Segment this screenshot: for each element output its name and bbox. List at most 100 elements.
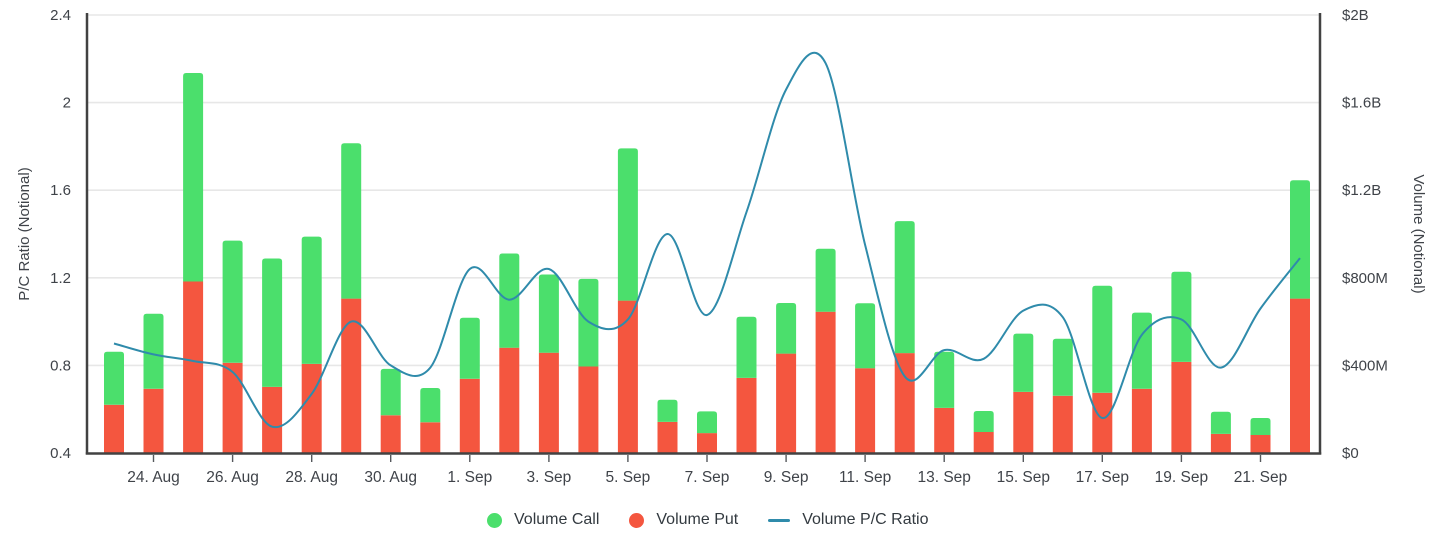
right-axis-tick-label: $0 <box>1342 445 1359 462</box>
legend-label-volume-put: Volume Put <box>656 511 739 528</box>
volume-put-bar[interactable] <box>1250 435 1271 453</box>
volume-put-bar[interactable] <box>143 388 164 453</box>
volume-call-bar[interactable] <box>538 274 559 353</box>
x-axis-tick-label: 11. Sep <box>839 469 891 486</box>
volume-put-bar[interactable] <box>222 362 243 453</box>
x-axis-tick-label: 13. Sep <box>917 469 970 486</box>
right-axis-tick-label: $800M <box>1342 270 1388 287</box>
volume-put-bar[interactable] <box>776 353 797 453</box>
volume-call-swatch-icon <box>487 512 502 528</box>
right-axis-tick-label: $1.6B <box>1342 95 1381 112</box>
volume-put-bar[interactable] <box>894 353 915 453</box>
right-axis-title: Volume (Notional) <box>1410 174 1427 293</box>
legend-item-volume-put[interactable]: Volume Put <box>629 511 738 529</box>
volume-call-bar[interactable] <box>934 351 955 408</box>
x-axis-tick-label: 30. Aug <box>364 469 417 486</box>
volume-put-swatch-icon <box>629 512 645 528</box>
left-axis-tick-label: 2.4 <box>50 7 71 24</box>
volume-call-bar[interactable] <box>657 399 678 422</box>
volume-put-bar[interactable] <box>183 281 204 454</box>
volume-put-bar[interactable] <box>1210 433 1231 453</box>
volume-call-bar[interactable] <box>617 148 638 301</box>
x-axis-tick-label: 21. Sep <box>1234 469 1287 486</box>
volume-put-bar[interactable] <box>380 415 401 453</box>
volume-call-bar[interactable] <box>1171 271 1192 362</box>
chart-legend: Volume Call Volume Put Volume P/C Ratio <box>487 511 928 529</box>
volume-put-bar[interactable] <box>1171 361 1192 453</box>
x-axis-tick-label: 5. Sep <box>605 469 650 486</box>
volume-put-bar[interactable] <box>736 377 757 453</box>
volume-call-bar[interactable] <box>855 303 876 369</box>
volume-put-bar[interactable] <box>934 407 955 453</box>
volume-call-bar[interactable] <box>380 368 401 416</box>
volume-put-bar[interactable] <box>104 404 124 453</box>
volume-call-bar[interactable] <box>697 411 717 434</box>
volume-call-bar[interactable] <box>894 221 915 354</box>
x-axis-tick-label: 17. Sep <box>1076 469 1129 486</box>
volume-put-bar[interactable] <box>1131 388 1152 453</box>
left-axis-tick-label: 0.8 <box>50 357 71 374</box>
volume-call-bar[interactable] <box>1290 180 1310 299</box>
left-axis-tick-label: 1.2 <box>50 270 71 287</box>
volume-call-bar[interactable] <box>1131 312 1152 389</box>
right-axis-tick-label: $1.2B <box>1342 182 1381 199</box>
legend-item-volume-call[interactable]: Volume Call <box>487 511 599 529</box>
volume-put-bar[interactable] <box>617 300 638 453</box>
volume-call-bar[interactable] <box>301 236 322 364</box>
x-axis-tick-label: 19. Sep <box>1155 469 1208 486</box>
volume-put-bar[interactable] <box>1052 395 1073 453</box>
volume-put-bar[interactable] <box>1013 391 1034 453</box>
volume-put-bar[interactable] <box>1290 298 1310 453</box>
volume-call-bar[interactable] <box>183 73 204 282</box>
volume-put-bar[interactable] <box>301 363 322 453</box>
x-axis-tick-label: 9. Sep <box>764 469 809 486</box>
volume-put-bar[interactable] <box>420 422 441 453</box>
volume-call-bar[interactable] <box>776 303 797 354</box>
volume-put-bar[interactable] <box>538 352 559 453</box>
volume-put-bar[interactable] <box>341 298 362 453</box>
volume-put-bar[interactable] <box>973 432 994 453</box>
volume-call-bar[interactable] <box>341 143 362 299</box>
volume-call-bar[interactable] <box>736 316 757 378</box>
right-axis-tick-label: $400M <box>1342 357 1388 374</box>
volume-put-bar[interactable] <box>459 378 480 453</box>
volume-call-bar[interactable] <box>1013 333 1034 392</box>
volume-call-bar[interactable] <box>973 411 994 432</box>
volume-put-bar[interactable] <box>262 386 283 453</box>
volume-put-bar[interactable] <box>578 366 599 454</box>
x-axis-tick-label: 24. Aug <box>127 469 180 486</box>
x-axis-tick-label: 26. Aug <box>206 469 259 486</box>
volume-call-bar[interactable] <box>104 351 124 405</box>
legend-label-volume-call: Volume Call <box>514 511 600 528</box>
volume-put-bar[interactable] <box>697 433 717 453</box>
volume-put-bar[interactable] <box>815 311 836 453</box>
x-axis-tick-label: 3. Sep <box>526 469 571 486</box>
volume-put-bar[interactable] <box>657 421 678 453</box>
volume-call-bar[interactable] <box>420 388 441 423</box>
volume-call-bar[interactable] <box>815 248 836 312</box>
volume-call-bar[interactable] <box>222 240 243 363</box>
left-axis-tick-label: 2 <box>63 95 71 112</box>
volume-put-bar[interactable] <box>855 368 876 453</box>
legend-item-volume-pc-ratio[interactable]: Volume P/C Ratio <box>768 511 928 529</box>
legend-label-volume-pc-ratio: Volume P/C Ratio <box>802 511 929 528</box>
volume-call-bar[interactable] <box>262 258 283 387</box>
x-axis-tick-label: 1. Sep <box>447 469 492 486</box>
x-axis-tick-label: 15. Sep <box>997 469 1050 486</box>
volume-put-bar[interactable] <box>499 347 520 453</box>
volume-call-bar[interactable] <box>1210 411 1231 434</box>
left-axis-title: P/C Ratio (Notional) <box>16 167 33 300</box>
volume-call-bar[interactable] <box>459 317 480 379</box>
volume-call-bar[interactable] <box>1250 418 1271 435</box>
x-axis-tick-label: 28. Aug <box>285 469 338 486</box>
volume-call-bar[interactable] <box>143 313 164 389</box>
volume-call-bar[interactable] <box>1052 338 1073 396</box>
right-axis-tick-label: $2B <box>1342 7 1369 24</box>
x-axis-tick-label: 7. Sep <box>685 469 730 486</box>
volume-call-bar[interactable] <box>1092 285 1113 393</box>
volume-pc-ratio-line[interactable] <box>113 51 1301 429</box>
volume-pc-ratio-swatch-icon <box>768 518 791 522</box>
volume-put-bar[interactable] <box>1092 392 1113 453</box>
